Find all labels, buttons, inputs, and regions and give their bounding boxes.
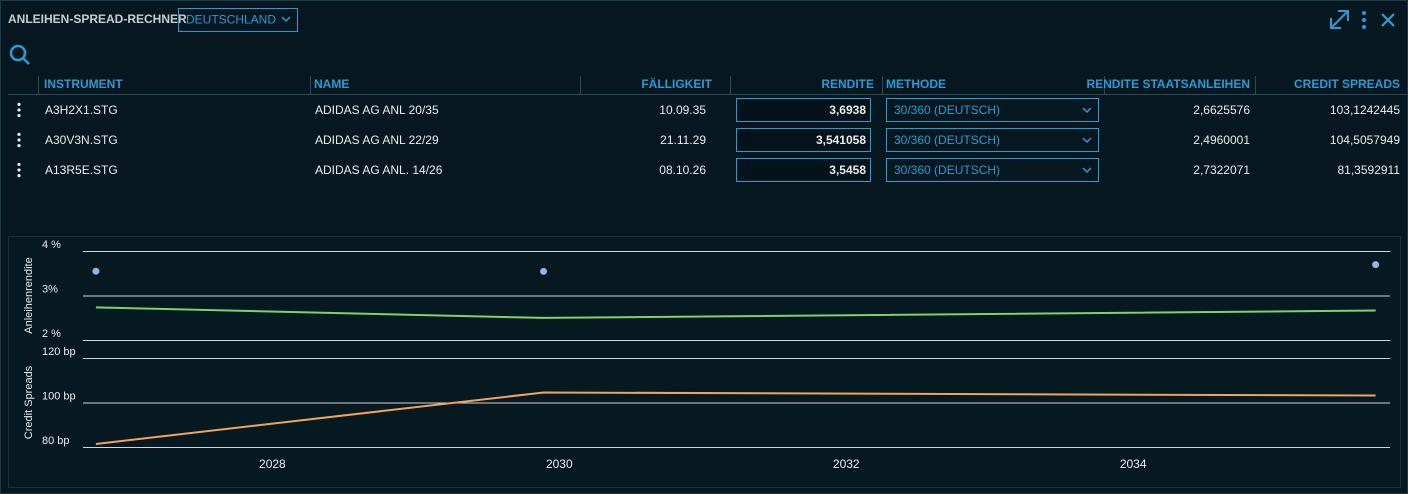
yield-input[interactable] <box>736 128 871 152</box>
table-cell: A13R5E.STG <box>45 163 118 177</box>
method-select[interactable] <box>886 98 1099 122</box>
table-cell[interactable]: 30/360 (DEUTSCH) <box>894 133 1000 147</box>
table-cell: 2,4960001 <box>1193 133 1250 147</box>
table-cell[interactable]: 3,6938 <box>829 103 866 117</box>
column-header[interactable]: INSTRUMENT <box>44 77 123 91</box>
yield-input[interactable] <box>736 98 871 122</box>
method-select[interactable] <box>886 158 1099 182</box>
table-cell: 104,5057949 <box>1330 133 1400 147</box>
y-tick-label: 80 bp <box>42 435 70 447</box>
table-cell: 103,1242445 <box>1330 103 1400 117</box>
method-select[interactable] <box>886 128 1099 152</box>
column-header[interactable]: RENDITE <box>821 77 874 91</box>
chevron <box>281 16 291 23</box>
menu-icon[interactable] <box>1362 11 1366 29</box>
y-tick-label: 2 % <box>42 328 61 340</box>
y-axis-title: Credit Spreads <box>23 365 35 439</box>
x-tick-label: 2028 <box>259 457 286 471</box>
app-title: ANLEIHEN-SPREAD-RECHNER <box>8 12 187 26</box>
point <box>540 267 548 275</box>
table-cell: 21.11.29 <box>660 133 706 147</box>
column-header[interactable]: NAME <box>314 77 349 91</box>
table-cell: ADIDAS AG ANL 20/35 <box>315 103 439 117</box>
table-cell: A3H2X1.STG <box>45 103 118 117</box>
y-tick-label: 100 bp <box>42 390 76 402</box>
table-cell: 2,6625576 <box>1193 103 1250 117</box>
point <box>1372 261 1380 269</box>
table-cell: 2,7322071 <box>1193 163 1250 177</box>
table-cell: 08.10.26 <box>659 163 706 177</box>
table-cell[interactable]: 3,5458 <box>829 163 866 177</box>
row-menu-dot[interactable] <box>17 138 21 142</box>
row-menu-dot[interactable] <box>17 168 21 172</box>
close-icon[interactable] <box>1381 13 1395 27</box>
column-header[interactable]: CREDIT SPREADS <box>1294 77 1400 91</box>
chevron <box>1082 167 1092 174</box>
row-menu-dot[interactable] <box>17 102 21 106</box>
x-tick-label: 2032 <box>833 457 860 471</box>
y-tick-label: 120 bp <box>42 346 76 358</box>
x-tick-label: 2030 <box>546 457 573 471</box>
y-tick-label: 3% <box>42 283 58 295</box>
column-header[interactable]: FÄLLIGKEIT <box>641 76 712 91</box>
row-menu-dot[interactable] <box>17 162 21 166</box>
row-menu-dot[interactable] <box>17 144 21 148</box>
chart-panel <box>8 236 1401 488</box>
country-select[interactable] <box>178 8 298 32</box>
table-cell[interactable]: 30/360 (DEUTSCH) <box>894 103 1000 117</box>
table-cell[interactable]: 3,541058 <box>816 133 866 147</box>
table-cell[interactable]: 30/360 (DEUTSCH) <box>894 163 1000 177</box>
chevron <box>1082 107 1092 114</box>
chevron <box>1082 137 1092 144</box>
point <box>92 267 100 275</box>
table-cell: ADIDAS AG ANL 22/29 <box>315 133 439 147</box>
search-icon[interactable] <box>9 44 30 65</box>
column-header[interactable]: RENDITE STAATSANLEIHEN <box>1086 77 1250 91</box>
yield-input[interactable] <box>736 158 871 182</box>
row-menu-dot[interactable] <box>17 108 21 112</box>
table-cell: 10.09.35 <box>659 103 706 117</box>
y-tick-label: 4 % <box>42 239 61 251</box>
row-menu-dot[interactable] <box>17 174 21 178</box>
table-cell: 81,3592911 <box>1337 163 1400 177</box>
series-line <box>95 391 1376 445</box>
table-cell: ADIDAS AG ANL. 14/26 <box>315 163 443 177</box>
series-line <box>95 306 1376 319</box>
row-menu-dot[interactable] <box>17 132 21 136</box>
y-axis-title: Anleihenrendite <box>23 257 35 333</box>
row-menu-dot[interactable] <box>17 114 21 118</box>
country-value[interactable]: DEUTSCHLAND <box>186 13 276 27</box>
table-cell: A30V3N.STG <box>45 133 118 147</box>
x-tick-label: 2034 <box>1120 457 1147 471</box>
column-header[interactable]: METHODE <box>886 77 946 91</box>
